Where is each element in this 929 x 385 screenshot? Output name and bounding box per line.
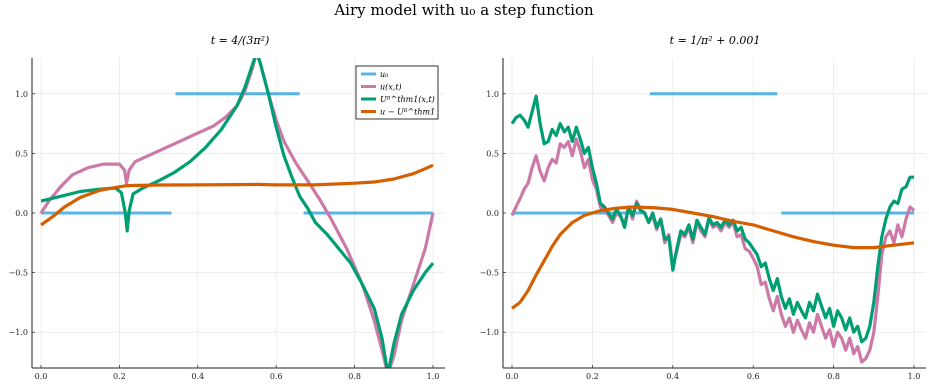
legend-label-u0: u₀ [380,70,389,79]
y-tick-label: 0.5 [15,149,28,158]
legend-label-UR: Uᴿ^thm1(x,t) [380,95,435,104]
x-tick-label: 0.6 [747,372,760,381]
y-tick-label: −0.5 [9,269,28,278]
right-panel-title: t = 1/π² + 0.001 [670,34,761,47]
x-tick-label: 0.6 [270,372,283,381]
x-tick-label: 0.8 [348,372,361,381]
y-tick-label: 0.0 [486,209,499,218]
left-panel: t = 4/(3π²) 0.0 0.2 0.4 0.6 0.8 1.0 −1.0 −0.5 0.… [9,34,445,381]
left-panel-title: t = 4/(3π²) [211,34,270,47]
x-tick-label: 0.4 [666,372,679,381]
x-tick-label: 0.2 [113,372,126,381]
right-panel: t = 1/π² + 0.001 0.0 0.2 0.4 0.6 0.8 1.0 −1.0 −… [480,34,926,381]
x-tick-label: 0.0 [35,372,48,381]
legend-label-diff: u − Uᴿ^thm1 [380,108,435,117]
y-tick-label: 1.0 [15,90,28,99]
y-tick-label: −1.0 [480,328,499,337]
x-tick-label: 0.2 [586,372,599,381]
legend-label-u: u(x,t) [380,83,402,92]
y-tick-label: 0.0 [15,209,28,218]
figure-suptitle: Airy model with u₀ a step function [333,1,594,19]
y-tick-label: 1.0 [486,90,499,99]
series-UR-line [512,96,914,342]
x-tick-label: 0.4 [191,372,204,381]
y-tick-label: −0.5 [480,269,499,278]
series-diff-line [41,165,433,225]
x-tick-label: 1.0 [908,372,921,381]
legend: u₀ u(x,t) Uᴿ^thm1(x,t) u − Uᴿ^thm1 [356,66,438,119]
x-tick-label: 1.0 [427,372,440,381]
x-tick-label: 0.8 [827,372,840,381]
y-tick-label: −1.0 [9,328,28,337]
right-series [512,94,914,362]
x-tick-label: 0.0 [506,372,519,381]
y-tick-label: 0.5 [486,149,499,158]
